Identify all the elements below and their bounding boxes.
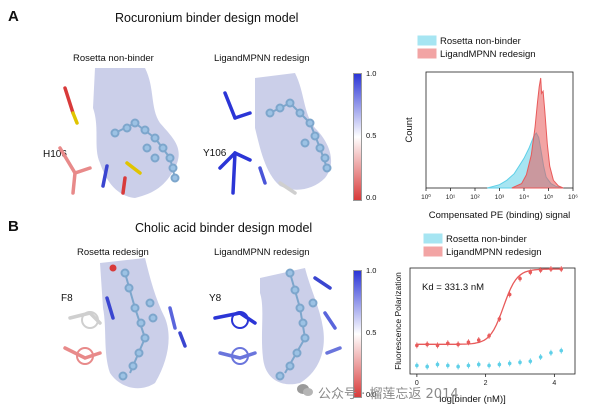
fp-point-0 — [559, 348, 564, 353]
histogram-x-tick-label: 10³ — [495, 194, 505, 201]
fp-point-0 — [518, 360, 522, 365]
fp-point-0 — [466, 363, 471, 368]
panel-b-title: Cholic acid binder design model — [135, 221, 313, 235]
panel-a-structure-image — [58, 68, 332, 198]
fp-x-tick-label: 4 — [552, 380, 556, 387]
panel-b-right-residue: Y8 — [209, 293, 222, 304]
fp-point-1 — [446, 341, 450, 346]
panel-b-right-label: LigandMPNN redesign — [214, 247, 310, 258]
fp-point-1 — [549, 267, 553, 271]
fp-point-1 — [435, 343, 440, 348]
fp-point-1 — [538, 268, 543, 272]
histogram-x-tick-label: 10⁶ — [568, 194, 578, 201]
fp-point-0 — [538, 355, 543, 359]
panel-a-right-residue: Y106 — [203, 148, 227, 159]
fp-legend-label-0: Rosetta non-binder — [446, 234, 527, 245]
fp-point-1 — [425, 342, 429, 347]
fp-point-1 — [476, 338, 481, 342]
fp-point-0 — [507, 361, 512, 366]
panel-a-colorbar-top: 1.0 — [366, 69, 377, 78]
histogram-x-tick-label: 10¹ — [446, 194, 456, 201]
fp-point-0 — [435, 362, 440, 367]
fp-point-0 — [415, 363, 419, 368]
panel-b-left-label: Rosetta redesign — [77, 247, 149, 258]
fp-legend-label-1: LigandMPNN redesign — [446, 247, 542, 258]
fp-kd-annotation: Kd = 331.3 nM — [422, 282, 484, 293]
panel-b-structure-image — [63, 258, 342, 389]
panel-a-right-label: LigandMPNN redesign — [214, 53, 310, 64]
fp-point-0 — [487, 363, 491, 368]
fp-ylabel: Fluorescence Polarization — [393, 272, 403, 370]
panel-b-colorbar-mid: 0.5 — [366, 328, 377, 337]
fp-point-1 — [518, 276, 522, 281]
panel-a-left-residue: H106 — [43, 149, 67, 160]
panel-a-left-label: Rosetta non-binder — [73, 53, 154, 64]
histogram-x-tick-label: 10⁰ — [421, 193, 431, 201]
fp-x-tick-label: 2 — [484, 380, 488, 387]
fp-frame — [409, 267, 576, 375]
fp-point-0 — [528, 359, 533, 364]
histogram-legend-swatch-0 — [417, 35, 437, 46]
fp-xlabel: log[binder (nM)] — [439, 394, 506, 405]
fp-point-0 — [549, 351, 553, 355]
histogram-x-tick-label: 10⁴ — [519, 194, 529, 201]
panel-b-colorbar-top: 1.0 — [366, 266, 377, 275]
fp-point-0 — [456, 364, 460, 369]
fp-point-0 — [497, 362, 502, 367]
wechat-icon — [297, 384, 313, 396]
histogram-legend-label-0: Rosetta non-binder — [440, 36, 521, 47]
fp-point-1 — [487, 334, 491, 338]
fp-point-1 — [456, 342, 460, 347]
panel-a-colorbar-bottom: 0.0 — [366, 193, 377, 202]
fp-point-1 — [528, 270, 533, 275]
histogram-xlabel: Compensated PE (binding) signal — [429, 210, 571, 221]
fp-legend-swatch-1 — [423, 246, 443, 257]
panel-b-colorbar — [353, 270, 362, 398]
fp-point-1 — [559, 267, 564, 271]
fp-legend-swatch-0 — [423, 233, 443, 244]
fp-x-tick-label: 0 — [415, 380, 419, 387]
histogram-x-tick-label: 10⁵ — [544, 194, 554, 201]
fp-point-1 — [497, 317, 502, 321]
fp-point-0 — [446, 363, 450, 368]
panel-a-colorbar — [353, 73, 362, 201]
histogram-ylabel: Count — [404, 117, 415, 143]
panel-a-title: Rocuronium binder design model — [115, 11, 299, 25]
panel-a-letter: A — [8, 8, 19, 25]
histogram-chart: Rosetta non-binder LigandMPNN redesign 10… — [404, 35, 578, 221]
fp-binding-chart: Rosetta non-binder LigandMPNN redesign Kd… — [393, 233, 576, 405]
histogram-x-tick-label: 10² — [470, 194, 480, 201]
fp-point-0 — [476, 362, 481, 367]
panel-b-letter: B — [8, 218, 19, 235]
fp-point-1 — [415, 343, 419, 348]
fp-point-1 — [466, 340, 471, 344]
panel-b-left-residue: F8 — [61, 293, 73, 304]
watermark-text: 公众号 · 榴莲忘返 2014 — [318, 387, 459, 402]
panel-b-colorbar-bottom: 0.0 — [366, 390, 377, 399]
fp-point-0 — [425, 364, 429, 369]
histogram-legend-label-1: LigandMPNN redesign — [440, 49, 536, 60]
histogram-series-1 — [511, 77, 564, 189]
histogram-legend-swatch-1 — [417, 48, 437, 59]
panel-a-colorbar-mid: 0.5 — [366, 131, 377, 140]
fp-point-1 — [507, 292, 512, 297]
